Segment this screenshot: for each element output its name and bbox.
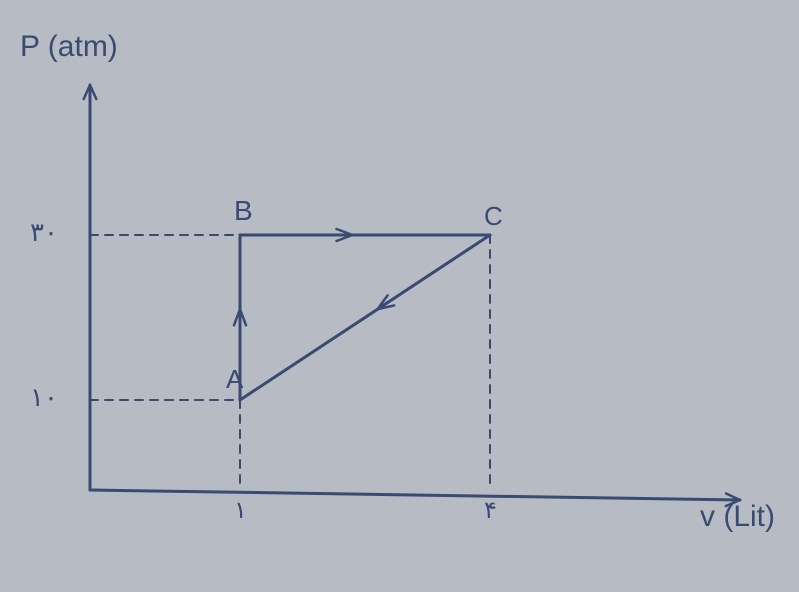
pv-diagram-svg	[0, 0, 799, 592]
